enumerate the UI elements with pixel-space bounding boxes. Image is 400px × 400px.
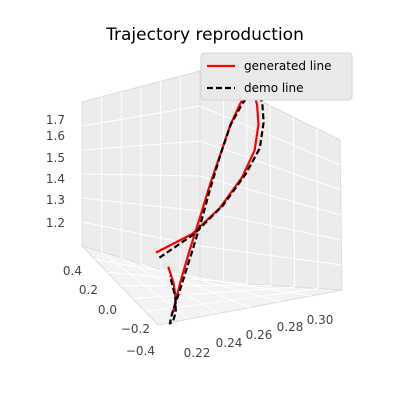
y-tick-label: 0.4 (63, 264, 82, 278)
z-tick-label: 1.4 (46, 172, 65, 186)
x-tick-label: 0.26 (246, 328, 273, 342)
y-tick-label: −0.4 (126, 344, 155, 358)
z-tick-label: 1.3 (46, 193, 65, 207)
x-tick-label: 0.28 (277, 320, 304, 334)
x-tick-label: 0.30 (307, 313, 334, 327)
y-tick-label: −0.2 (121, 322, 150, 336)
tick-labels: 1.2 1.3 1.4 1.5 1.6 1.7 −0.4 −0.2 0.00.2 0.4 0.22 0… (46, 113, 333, 360)
right-pane-gridline (316, 128, 319, 289)
y-tick-label: 0.0 (98, 303, 117, 317)
chart-title: Trajectory reproduction (105, 25, 304, 45)
floor-gridline (180, 274, 312, 297)
legend-label-demo: demo line (244, 81, 304, 95)
z-tick-label: 1.7 (46, 113, 65, 127)
demo-line-series (158, 88, 265, 325)
series-layer (155, 88, 265, 325)
y-tick-label: 0.2 (79, 283, 98, 297)
x-tick-label: 0.22 (184, 346, 211, 360)
x-tick-label: 0.24 (216, 336, 243, 350)
z-tick-label: 1.2 (46, 216, 65, 230)
legend-box (200, 52, 353, 101)
legend: generated line demo line (200, 52, 353, 101)
legend-label-generated: generated line (244, 59, 331, 73)
z-tick-label: 1.5 (46, 151, 65, 165)
z-tick-label: 1.6 (46, 129, 65, 143)
grid-lines (81, 76, 342, 320)
